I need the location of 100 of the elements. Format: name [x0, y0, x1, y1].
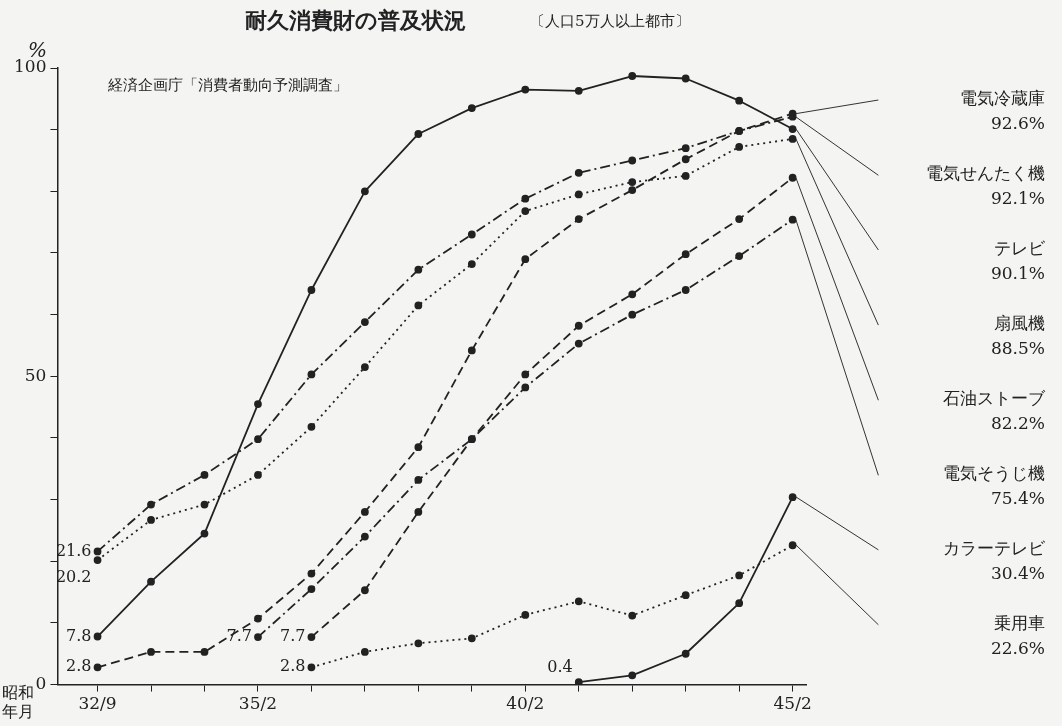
point	[735, 599, 744, 608]
point	[414, 301, 423, 310]
point	[521, 611, 530, 619]
text: 電気そうじ機	[943, 463, 1045, 484]
text: 92.1%	[990, 188, 1045, 209]
point	[735, 252, 744, 260]
point	[307, 663, 316, 672]
point	[574, 339, 583, 348]
point	[788, 541, 797, 550]
point	[467, 634, 476, 643]
point	[93, 556, 102, 564]
point	[200, 500, 209, 509]
point	[147, 500, 155, 509]
text: テレビ	[994, 238, 1046, 259]
chart-subtitle: 〔人口5万人以上都市〕	[530, 12, 690, 31]
point	[628, 178, 637, 186]
point	[521, 207, 530, 215]
point	[521, 370, 530, 379]
data-label: 7.7	[279, 626, 306, 646]
text: 82.2%	[990, 413, 1045, 434]
point	[681, 172, 690, 180]
point	[360, 586, 369, 595]
point	[574, 597, 583, 606]
point	[788, 125, 797, 133]
point	[681, 144, 690, 153]
point	[414, 475, 423, 484]
point	[521, 85, 530, 94]
point	[307, 370, 316, 379]
data-label: 2.8	[279, 656, 306, 676]
point	[254, 614, 262, 623]
data-label: 7.7	[226, 626, 252, 646]
data-label: 20.2	[55, 567, 92, 587]
point	[254, 471, 262, 479]
point	[681, 250, 690, 259]
point	[307, 633, 316, 642]
point	[574, 678, 583, 685]
point	[307, 286, 316, 294]
point	[254, 435, 262, 444]
point	[574, 168, 583, 177]
data-label: 0.4	[547, 657, 573, 677]
text: 92.6%	[990, 113, 1045, 134]
text: 90.1%	[990, 263, 1045, 284]
point	[521, 383, 530, 392]
point	[200, 471, 209, 479]
point	[681, 74, 690, 83]
point	[360, 318, 369, 326]
point	[628, 156, 637, 165]
point	[628, 310, 637, 319]
point	[414, 639, 423, 648]
point	[93, 663, 102, 672]
chart-title: 耐久消費財の普及状況	[245, 7, 466, 35]
point	[788, 173, 797, 182]
point	[414, 130, 423, 138]
point	[574, 215, 583, 223]
point	[681, 155, 690, 164]
text: 22.6%	[990, 638, 1045, 659]
data-label: 2.8	[66, 656, 92, 676]
point	[681, 286, 690, 294]
point	[360, 187, 369, 196]
point	[735, 143, 744, 151]
data-label: 7.8	[66, 625, 92, 645]
point	[521, 194, 530, 203]
point	[574, 321, 583, 330]
text: 電気せんたく機	[926, 163, 1045, 184]
point	[467, 104, 476, 112]
text: 88.5%	[990, 338, 1045, 359]
text: 75.4%	[990, 488, 1045, 509]
point	[360, 648, 369, 656]
point	[574, 86, 583, 95]
point	[735, 215, 744, 223]
point	[147, 648, 155, 656]
annotation: 経済企画庁「消費者動向予測調査」	[108, 76, 348, 95]
point	[467, 260, 476, 268]
point	[628, 611, 637, 620]
text: 電気冷蔵庫	[960, 88, 1045, 109]
point	[307, 585, 316, 593]
point	[521, 255, 530, 264]
x-tick-label: 40/2	[506, 693, 545, 714]
text: 30.4%	[990, 563, 1045, 584]
point	[788, 135, 797, 143]
point	[681, 649, 690, 658]
point	[628, 671, 637, 680]
point	[360, 363, 369, 371]
point	[200, 648, 209, 656]
point	[360, 532, 369, 541]
point	[414, 265, 423, 274]
point	[574, 190, 583, 199]
point	[467, 346, 476, 355]
point	[681, 591, 690, 600]
point	[628, 290, 637, 299]
point	[628, 186, 637, 194]
point	[735, 96, 744, 105]
point	[788, 215, 797, 224]
x-tick-label: 32/9	[78, 693, 117, 714]
point	[200, 529, 209, 538]
point	[467, 230, 476, 239]
y-tick-label: 100	[13, 56, 47, 77]
point	[254, 400, 262, 408]
x-tick-label: 35/2	[238, 693, 278, 714]
text: 乗用車	[994, 613, 1045, 634]
